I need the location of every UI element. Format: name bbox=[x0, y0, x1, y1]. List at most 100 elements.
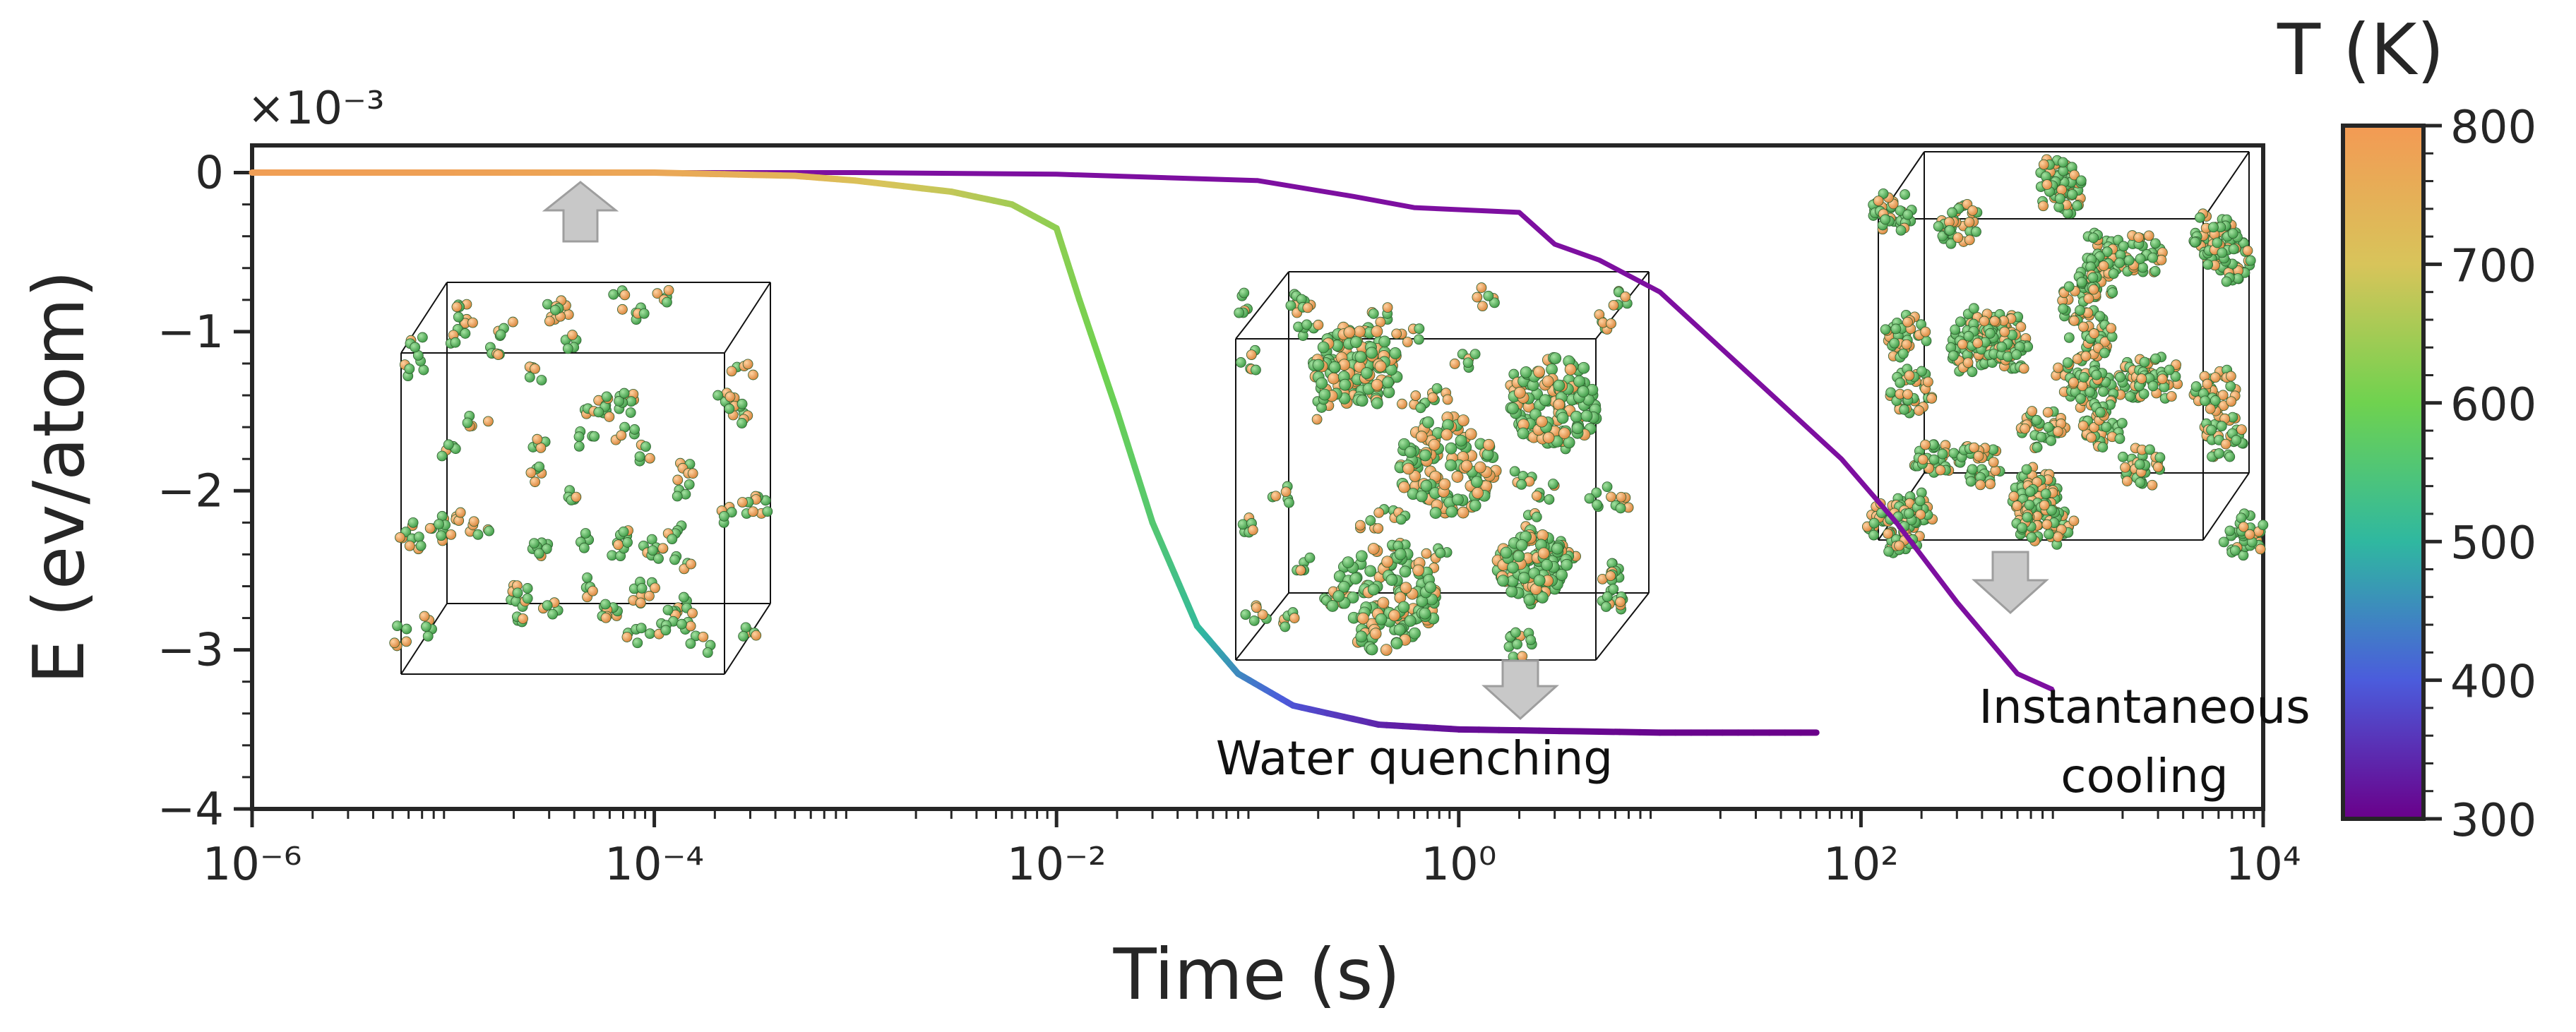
atom bbox=[1880, 324, 1891, 335]
colorbar-tick-label: 700 bbox=[2450, 240, 2536, 292]
atom bbox=[1469, 349, 1481, 360]
atom bbox=[638, 308, 650, 319]
atom bbox=[2200, 395, 2211, 407]
atom bbox=[1472, 292, 1483, 303]
atom bbox=[1868, 517, 1880, 529]
atom bbox=[2118, 241, 2129, 252]
atom bbox=[646, 534, 657, 545]
data-point bbox=[1291, 703, 1296, 708]
atom bbox=[1531, 511, 1542, 522]
atom bbox=[1920, 439, 1931, 450]
atom bbox=[1513, 550, 1525, 563]
atom bbox=[1422, 416, 1434, 428]
atom bbox=[1462, 357, 1474, 368]
atom bbox=[2164, 364, 2175, 376]
atom bbox=[1542, 375, 1554, 388]
atom bbox=[1429, 507, 1442, 519]
atom bbox=[2039, 500, 2050, 511]
atom bbox=[2075, 305, 2085, 316]
atom bbox=[2229, 545, 2241, 556]
atom bbox=[644, 590, 655, 601]
data-point bbox=[1236, 671, 1241, 676]
atom bbox=[2135, 253, 2146, 264]
atom bbox=[2077, 420, 2089, 431]
atom bbox=[2087, 272, 2099, 283]
atom bbox=[672, 491, 683, 502]
atom bbox=[1969, 442, 1979, 453]
atom bbox=[2076, 277, 2087, 288]
atom bbox=[1371, 378, 1383, 391]
atom bbox=[2217, 390, 2229, 401]
atom bbox=[1964, 217, 1975, 228]
atom bbox=[1899, 404, 1910, 415]
atom bbox=[1615, 503, 1626, 514]
atom bbox=[2116, 418, 2128, 428]
atom bbox=[1455, 434, 1467, 447]
atom bbox=[1967, 366, 1978, 378]
data-point bbox=[1352, 194, 1356, 198]
atom bbox=[1897, 348, 1909, 359]
atom bbox=[404, 364, 415, 374]
atom bbox=[1339, 378, 1352, 391]
atom bbox=[1442, 394, 1453, 405]
atom bbox=[1382, 376, 1395, 389]
atom bbox=[2094, 311, 2106, 322]
atom bbox=[1402, 462, 1414, 475]
atom bbox=[2190, 236, 2200, 248]
atom bbox=[1990, 465, 2001, 476]
atom bbox=[422, 630, 434, 642]
atom bbox=[1251, 602, 1262, 613]
atom bbox=[1364, 565, 1377, 577]
atom bbox=[1394, 548, 1407, 560]
atom bbox=[1371, 325, 1383, 337]
atom bbox=[571, 491, 582, 503]
atom bbox=[2170, 371, 2181, 382]
atom bbox=[1445, 459, 1457, 472]
atom bbox=[657, 543, 669, 554]
atom bbox=[2225, 380, 2236, 392]
atom bbox=[2046, 505, 2057, 516]
atom bbox=[389, 637, 400, 649]
atom bbox=[536, 375, 547, 385]
atom bbox=[636, 582, 648, 594]
atom bbox=[1312, 359, 1325, 371]
atom bbox=[530, 476, 541, 488]
atom bbox=[2166, 391, 2177, 402]
atom bbox=[2078, 321, 2089, 332]
atom bbox=[1967, 205, 1978, 216]
atom bbox=[1507, 561, 1519, 574]
annotation-water-quenching: Water quenching bbox=[1216, 731, 1613, 786]
atom bbox=[2062, 357, 2073, 368]
atom bbox=[1349, 572, 1362, 584]
atom bbox=[2069, 169, 2080, 181]
atom bbox=[1421, 548, 1432, 559]
atom bbox=[2125, 391, 2135, 402]
atom bbox=[1373, 507, 1385, 518]
atom bbox=[726, 366, 737, 377]
atom bbox=[1561, 558, 1573, 571]
atom bbox=[2136, 373, 2147, 384]
atom bbox=[2056, 184, 2068, 196]
atom bbox=[625, 407, 636, 418]
atom bbox=[2054, 193, 2065, 204]
atom bbox=[1895, 377, 1906, 388]
atom bbox=[2041, 179, 2053, 190]
y-scale-factor: ×10⁻³ bbox=[247, 83, 385, 135]
atom bbox=[2097, 442, 2109, 452]
x-axis-label: Time (s) bbox=[1113, 933, 1401, 1016]
atom bbox=[1523, 594, 1536, 606]
colorbar-tick-label: 500 bbox=[2450, 517, 2536, 570]
atom bbox=[1395, 514, 1407, 525]
atom bbox=[687, 468, 698, 479]
atom bbox=[2121, 476, 2133, 486]
atom bbox=[1548, 479, 1558, 489]
atom bbox=[1435, 547, 1446, 558]
atom bbox=[1505, 585, 1518, 598]
atom bbox=[1375, 316, 1386, 328]
atom bbox=[1424, 581, 1437, 594]
atom bbox=[1883, 546, 1895, 557]
cube-edge bbox=[1235, 592, 1289, 661]
atom bbox=[1385, 574, 1398, 586]
atom bbox=[1955, 316, 1966, 328]
